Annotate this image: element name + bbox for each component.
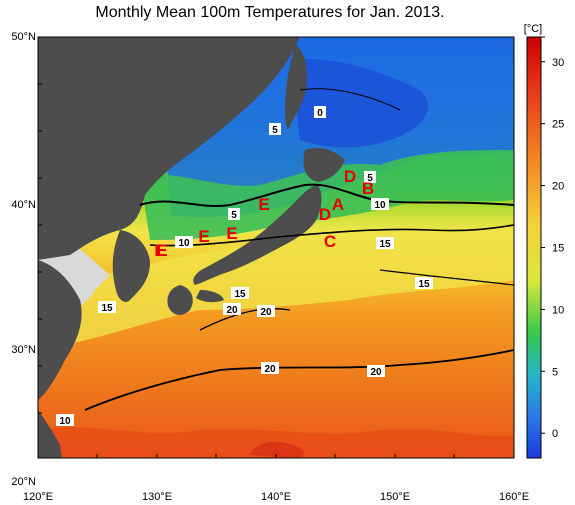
contour-label: 15 xyxy=(376,237,394,250)
colorbar-tick-label: 5 xyxy=(552,366,558,378)
svg-text:15: 15 xyxy=(234,289,246,300)
contour-label: 20 xyxy=(261,362,279,375)
lat-label: 40°N xyxy=(11,199,36,211)
region-marker-e: E xyxy=(156,241,167,260)
lon-label: 150°E xyxy=(380,491,410,503)
contour-label: 5 xyxy=(269,123,281,136)
svg-text:20: 20 xyxy=(370,367,382,378)
contour-label: 5 xyxy=(228,208,240,221)
svg-text:15: 15 xyxy=(379,239,391,250)
svg-text:10: 10 xyxy=(59,416,71,427)
contour-label: 20 xyxy=(223,303,241,316)
contour-label: 15 xyxy=(231,287,249,300)
region-marker-e: E xyxy=(226,224,237,243)
contour-label: 5 xyxy=(364,171,376,184)
contour-label: 20 xyxy=(367,365,385,378)
contour-label: 0 xyxy=(314,106,326,119)
map-title: Monthly Mean 100m Temperatures for Jan. … xyxy=(95,4,445,21)
colorbar-ticks: 30 25 20 15 10 5 0 xyxy=(541,36,564,440)
region-marker-c: C xyxy=(324,232,336,251)
axis-labels: 50°N 40°N 30°N 20°N 120°E 130°E 140°E 150°E 160°… xyxy=(11,31,529,503)
contour-lines xyxy=(84,88,514,411)
contour-label: 20 xyxy=(257,305,275,318)
colorbar-tick-label: 20 xyxy=(552,181,564,193)
svg-text:20: 20 xyxy=(226,305,238,316)
contour-label: 10 xyxy=(371,198,389,211)
svg-text:5: 5 xyxy=(272,125,278,136)
colorbar-tick-label: 10 xyxy=(552,304,564,316)
lat-label: 20°N xyxy=(11,476,36,488)
contour-labels: 0 5 5 5 10 10 10 15 15 15 15 20 20 20 20 xyxy=(56,106,433,427)
svg-text:10: 10 xyxy=(374,200,386,211)
contour-label: 15 xyxy=(415,277,433,290)
region-marker-b: B xyxy=(362,179,374,198)
svg-text:20: 20 xyxy=(260,307,272,318)
svg-text:15: 15 xyxy=(101,303,113,314)
svg-text:0: 0 xyxy=(317,108,323,119)
lon-label: 140°E xyxy=(261,491,291,503)
colorbar-tick-label: 25 xyxy=(552,119,564,131)
lat-label: 50°N xyxy=(11,31,36,43)
colorbar-gradient xyxy=(526,36,542,459)
ocean-field xyxy=(38,37,514,458)
svg-text:15: 15 xyxy=(418,279,430,290)
contour-label: 10 xyxy=(56,414,74,427)
colorbar-tick-label: 15 xyxy=(552,243,564,255)
lon-label: 160°E xyxy=(499,491,529,503)
colorbar-tick-label: 30 xyxy=(552,57,564,69)
svg-text:20: 20 xyxy=(264,364,276,375)
colorbar: [°C] 30 25 20 15 10 5 0 xyxy=(524,23,564,459)
lon-label: 120°E xyxy=(23,491,53,503)
lat-label: 30°N xyxy=(11,344,36,356)
svg-text:5: 5 xyxy=(231,210,237,221)
svg-text:5: 5 xyxy=(367,173,373,184)
region-marker-e: E xyxy=(198,227,209,246)
region-marker-e: E xyxy=(258,195,269,214)
svg-text:10: 10 xyxy=(178,238,190,249)
region-marker-d: D xyxy=(344,167,356,186)
colorbar-unit: [°C] xyxy=(524,23,542,35)
contour-label: 10 xyxy=(175,236,193,249)
region-marker-a: A xyxy=(332,195,344,214)
lon-label: 130°E xyxy=(142,491,172,503)
contour-label: 15 xyxy=(98,301,116,314)
region-marker-e: E xyxy=(154,241,165,260)
region-marker-d: D xyxy=(319,205,331,224)
colorbar-tick-label: 0 xyxy=(552,428,558,440)
